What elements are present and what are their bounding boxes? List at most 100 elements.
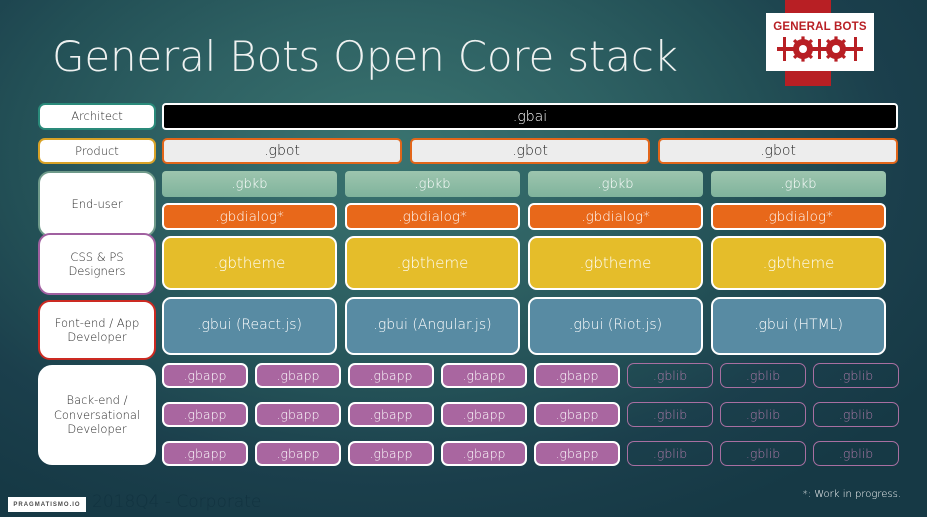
stack-cell-gbkb[interactable]: .gbkb: [345, 171, 520, 197]
stack-cell-gbui-react[interactable]: .gbui (React.js): [162, 297, 337, 355]
stack-cell-gbapp[interactable]: .gbapp: [255, 402, 341, 427]
role-label-backend-conversational-developer: Back-end / Conversational Developer: [38, 365, 156, 465]
stack-cell-label: .gbtheme: [579, 254, 652, 272]
stack-cell-gblib[interactable]: .gblib: [813, 402, 899, 427]
stack-cell-label: .gbapp: [462, 407, 506, 422]
stack-cell-label: .gbapp: [276, 407, 320, 422]
stack-cell-label: .gblib: [745, 407, 781, 422]
stack-cell-gbtheme[interactable]: .gbtheme: [162, 236, 337, 290]
page-title: General Bots Open Core stack: [52, 32, 678, 81]
stack-cell-gbapp[interactable]: .gbapp: [162, 402, 248, 427]
stack-cell-label: .gbapp: [555, 446, 599, 461]
role-label-text: Product: [75, 143, 119, 158]
stack-cell-gbui-html[interactable]: .gbui (HTML): [711, 297, 886, 355]
stack-cell-label: .gbot: [264, 143, 300, 159]
stack-row-gbai[interactable]: .gbai: [162, 103, 898, 130]
stack-row-gbot: .gbot .gbot .gbot: [162, 138, 898, 164]
stack-cell-gbapp[interactable]: .gbapp: [441, 441, 527, 466]
stack-cell-label: .gblib: [745, 446, 781, 461]
stack-cell-gbtheme[interactable]: .gbtheme: [528, 236, 703, 290]
stack-cell-gbapp[interactable]: .gbapp: [441, 363, 527, 388]
stack-cell-label: .gbot: [512, 143, 548, 159]
stack-cell-gblib[interactable]: .gblib: [627, 363, 713, 388]
role-label-text: Architect: [71, 109, 123, 124]
stack-cell-label: .gbkb: [597, 176, 634, 192]
stack-cell-gbot[interactable]: .gbot: [410, 138, 650, 164]
stack-row-apps-2: .gbapp .gbapp .gbapp .gbapp .gbapp .gbli…: [162, 402, 899, 427]
stack-cell-label: .gbapp: [183, 368, 227, 383]
stack-cell-label: .gbdialog*: [764, 208, 833, 225]
stack-row-apps-1: .gbapp .gbapp .gbapp .gbapp .gbapp .gbli…: [162, 363, 899, 388]
stack-cell-gblib[interactable]: .gblib: [627, 402, 713, 427]
stack-cell-label: .gblib: [838, 407, 874, 422]
stack-cell-label: .gbot: [760, 143, 796, 159]
stack-cell-label: .gblib: [652, 407, 688, 422]
stack-row-apps-3: .gbapp .gbapp .gbapp .gbapp .gbapp .gbli…: [162, 441, 899, 466]
stack-cell-label: .gbapp: [369, 368, 413, 383]
stack-cell-gbtheme[interactable]: .gbtheme: [711, 236, 886, 290]
stack-cell-gbapp[interactable]: .gbapp: [441, 402, 527, 427]
stack-cell-gbapp[interactable]: .gbapp: [534, 363, 620, 388]
stack-cell-label: .gbkb: [780, 176, 817, 192]
stack-cell-label: .gbapp: [276, 368, 320, 383]
stack-cell-label: .gbdialog*: [398, 208, 467, 225]
stack-cell-label: .gbtheme: [762, 254, 835, 272]
stack-cell-gbkb[interactable]: .gbkb: [711, 171, 886, 197]
stack-cell-label: .gbui (Angular.js): [373, 317, 492, 334]
role-label-text: End-user: [71, 196, 123, 211]
role-label-css-ps-designers: CSS & PS Designers: [38, 233, 156, 295]
stack-cell-gbapp[interactable]: .gbapp: [534, 402, 620, 427]
stack-cell-gbapp[interactable]: .gbapp: [348, 441, 434, 466]
stack-cell-label: .gbapp: [183, 407, 227, 422]
role-label-text: Font-end / App Developer: [54, 315, 140, 344]
stack-cell-gbapp[interactable]: .gbapp: [348, 363, 434, 388]
stack-cell-gbui-riot[interactable]: .gbui (Riot.js): [528, 297, 703, 355]
stack-cell-gbapp[interactable]: .gbapp: [534, 441, 620, 466]
stack-cell-label: .gbkb: [414, 176, 451, 192]
stack-cell-gbapp[interactable]: .gbapp: [162, 363, 248, 388]
stack-cell-gbtheme[interactable]: .gbtheme: [345, 236, 520, 290]
stack-cell-gbot[interactable]: .gbot: [658, 138, 898, 164]
stack-cell-gbkb[interactable]: .gbkb: [528, 171, 703, 197]
stack-cell-gblib[interactable]: .gblib: [813, 441, 899, 466]
logo-brand-text: GENERAL BOTS: [773, 21, 867, 34]
stack-cell-gbdialog[interactable]: .gbdialog*: [162, 203, 337, 230]
stack-cell-gbdialog[interactable]: .gbdialog*: [711, 203, 886, 230]
stack-cell-gblib[interactable]: .gblib: [720, 363, 806, 388]
stack-cell-gblib[interactable]: .gblib: [813, 363, 899, 388]
stack-cell-gbui-angular[interactable]: .gbui (Angular.js): [345, 297, 520, 355]
stack-cell-label: .gbui (HTML): [754, 317, 843, 334]
role-label-text: Back-end / Conversational Developer: [53, 393, 141, 437]
role-label-end-user: End-user: [38, 171, 156, 237]
stack-cell-gbdialog[interactable]: .gbdialog*: [528, 203, 703, 230]
stack-cell-gblib[interactable]: .gblib: [720, 402, 806, 427]
stack-cell-label: .gbtheme: [396, 254, 469, 272]
stack-cell-gblib[interactable]: .gblib: [627, 441, 713, 466]
stack-cell-label: .gbai: [512, 108, 548, 125]
stack-cell-label: .gbapp: [369, 407, 413, 422]
stack-cell-label: .gbapp: [183, 446, 227, 461]
stack-cell-gbapp[interactable]: .gbapp: [255, 441, 341, 466]
stack-cell-label: .gblib: [838, 368, 874, 383]
role-label-frontend-app-developer: Font-end / App Developer: [38, 300, 156, 360]
stack-row-gbkb: .gbkb .gbkb .gbkb .gbkb: [162, 171, 886, 197]
general-bots-logo: GENERAL BOTS: [766, 13, 874, 71]
stack-cell-label: .gbdialog*: [581, 208, 650, 225]
stack-cell-gbapp[interactable]: .gbapp: [255, 363, 341, 388]
stack-cell-label: .gbdialog*: [215, 208, 284, 225]
stack-row-gbui: .gbui (React.js) .gbui (Angular.js) .gbu…: [162, 297, 886, 355]
gears-icon: [777, 36, 863, 62]
role-label-text: CSS & PS Designers: [68, 249, 126, 278]
stack-cell-gbapp[interactable]: .gbapp: [162, 441, 248, 466]
stack-cell-gbkb[interactable]: .gbkb: [162, 171, 337, 197]
stack-cell-label: .gblib: [652, 368, 688, 383]
footnote-work-in-progress: *: Work in progress.: [802, 489, 901, 500]
stack-row-gbdialog: .gbdialog* .gbdialog* .gbdialog* .gbdial…: [162, 203, 886, 230]
stack-cell-gbot[interactable]: .gbot: [162, 138, 402, 164]
stack-cell-gbapp[interactable]: .gbapp: [348, 402, 434, 427]
stack-cell-gbdialog[interactable]: .gbdialog*: [345, 203, 520, 230]
stack-cell-label: .gbapp: [462, 446, 506, 461]
stack-cell-label: .gbtheme: [213, 254, 286, 272]
stack-cell-gblib[interactable]: .gblib: [720, 441, 806, 466]
